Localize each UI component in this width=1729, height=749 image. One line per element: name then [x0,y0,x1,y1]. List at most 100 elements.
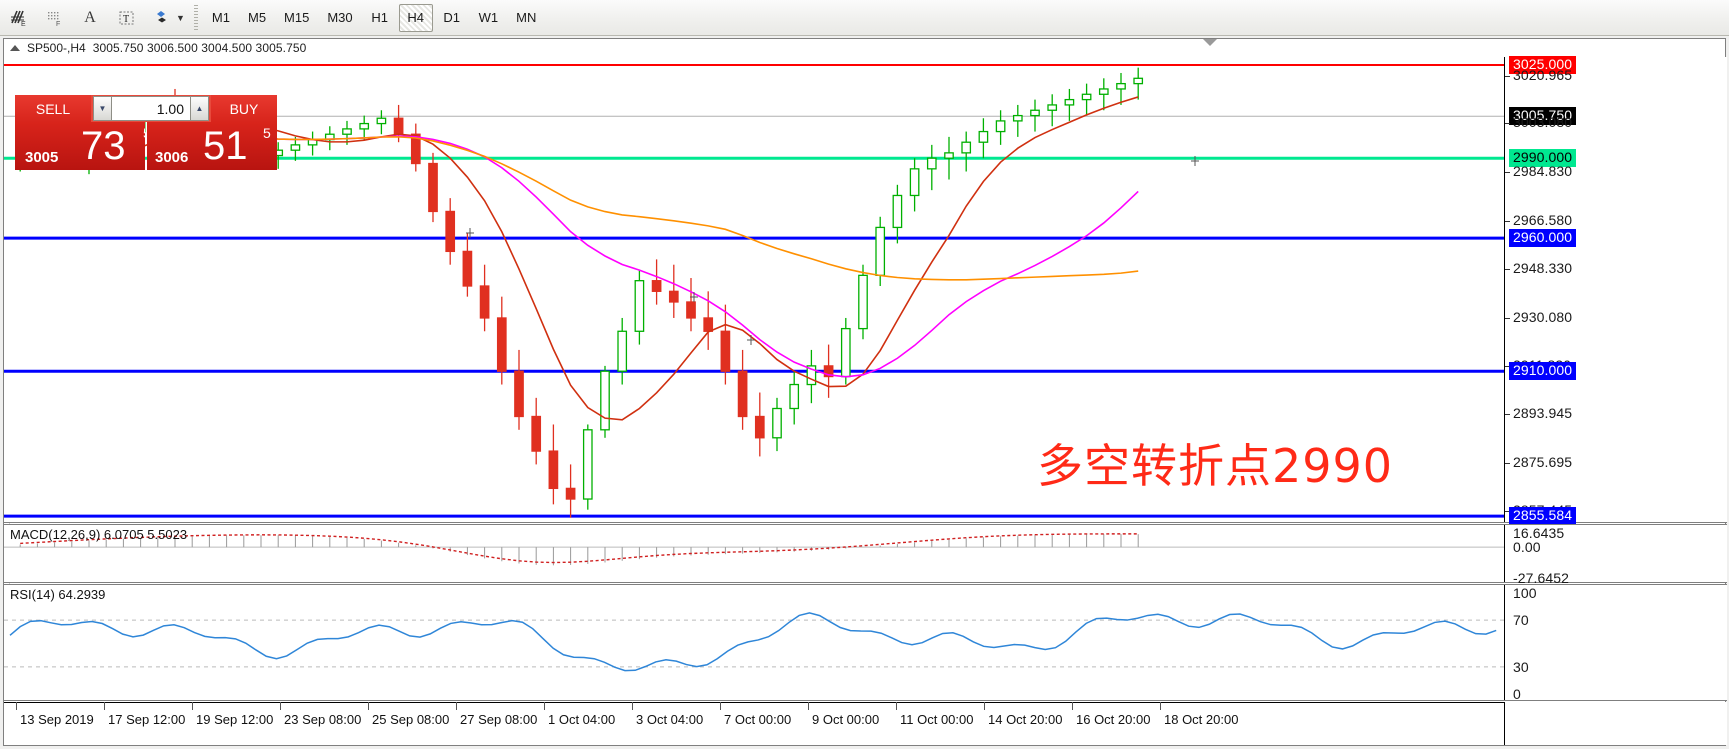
price-axis-tick [1505,75,1510,77]
time-axis-divider [4,702,1504,703]
timeframe-d1[interactable]: D1 [443,10,460,25]
buy-price-main: 51 [203,124,248,168]
time-axis-tick [280,702,281,710]
text-label-icon[interactable]: T [109,2,143,34]
time-axis-tick [896,702,897,710]
price-axis-label: 2960.000 [1509,229,1577,248]
price-axis[interactable]: 3025.000 3020.965 3005.750 3003.080 2990.000… [1504,56,1727,526]
time-axis-tick [368,702,369,710]
price-axis-label: 2875.695 [1513,453,1573,470]
time-axis-tick [104,702,105,710]
time-axis-tick [1160,702,1161,710]
time-axis-label: 1 Oct 04:00 [548,712,616,727]
time-axis-label: 16 Oct 20:00 [1076,712,1151,727]
price-axis-label: 3003.080 [1513,114,1573,131]
chart-symbol-label: SP500-,H4 [27,41,86,55]
trade-panel-top-row: SELL ▼ 1.00 ▲ BUY [15,95,277,122]
svg-text:F: F [56,21,60,27]
price-axis-tick [1505,366,1510,368]
main-toolbar: E F A T [0,0,1729,36]
price-axis-tick [1505,171,1510,173]
price-axis-label: 2855.584 [1509,507,1577,526]
volume-decrease-button[interactable]: ▼ [93,96,112,121]
objects-icon[interactable] [145,2,179,34]
timeframe-m15[interactable]: M15 [284,10,310,25]
macd-axis-label: 16.6435 [1513,525,1565,541]
time-axis-label: 19 Sep 12:00 [196,712,274,727]
volume-input[interactable]: 1.00 [112,96,190,121]
chart-annotation-text: 多空转折点2990 [1037,439,1394,493]
timeframe-m5[interactable]: M5 [247,10,267,25]
time-axis-tick [544,702,545,710]
time-axis-tick [808,702,809,710]
buy-price-fraction: 5 [263,125,271,141]
price-axis-tick [1505,269,1510,271]
rsi-axis-label: 70 [1513,612,1529,629]
text-tool-icon[interactable]: A [84,8,96,26]
time-axis-tick [632,702,633,710]
macd-axis: 16.6435 0.00 -27.6452 [1504,525,1727,586]
timeframe-w1[interactable]: W1 [478,10,499,25]
price-axis-tick [1505,123,1510,125]
macd-panel[interactable]: MACD(12,26,9) 6.0705 5.5023 16.6435 0.00 -… [4,524,1727,586]
sell-price-main: 73 [81,124,126,168]
chevron-down-icon[interactable]: ▼ [176,12,185,23]
price-panel[interactable]: 多空转折点2990 3025.000 3020.965 3005.750 3003.0… [4,56,1727,526]
price-axis-tick [1505,413,1510,415]
macd-axis-label: 0.00 [1513,539,1541,556]
collapse-handle-icon[interactable] [1203,39,1217,46]
buy-price-integer: 3006 [155,149,189,166]
rsi-plot-area[interactable] [4,585,1504,700]
timeframe-mn[interactable]: MN [516,10,537,25]
time-axis-tick [984,702,985,710]
trade-panel-price-row: 3005 73 5 3006 51 5 [15,122,277,170]
volume-stepper: ▼ 1.00 ▲ [91,95,211,122]
time-axis-tick [720,702,721,710]
macd-plot-area[interactable] [4,525,1504,582]
macd-chart [4,533,1504,566]
price-axis-label: 2990.000 [1509,149,1577,168]
grid-icon[interactable]: F [37,2,71,34]
toolbar-separator [193,4,198,31]
sell-price-button[interactable]: 3005 73 5 [15,122,145,170]
macd-axis-label: -27.6452 [1513,570,1570,586]
timeframe-m1[interactable]: M1 [211,10,230,25]
svg-text:T: T [123,14,129,25]
time-axis-label: 13 Sep 2019 [20,712,94,727]
rsi-axis: 100 70 30 0 [1504,585,1727,702]
price-axis-tick [1505,317,1510,319]
timeframe-h4[interactable]: H4 [398,3,433,32]
rsi-axis-label: 0 [1513,686,1521,702]
buy-label-button[interactable]: BUY [211,95,277,122]
price-axis-label: 3005.750 [1509,107,1577,126]
price-axis-label: 2910.000 [1509,362,1577,381]
price-axis-label: 2893.945 [1513,404,1573,421]
buy-price-button[interactable]: 3006 51 5 [147,122,277,170]
rsi-axis-label: 30 [1513,658,1529,675]
price-axis-label: 3020.965 [1513,66,1573,83]
time-axis-label: 17 Sep 12:00 [108,712,186,727]
price-axis-label: 2984.830 [1513,162,1573,179]
sell-label-button[interactable]: SELL [15,95,91,122]
time-axis[interactable]: 13 Sep 2019 17 Sep 12:00 19 Sep 12:00 23 Se… [4,702,1727,745]
time-axis-label: 27 Sep 08:00 [460,712,538,727]
sell-price-fraction: 5 [143,125,145,141]
expand-triangle-icon[interactable] [10,45,20,51]
chart-window: SP500-,H4 3005.750 3006.500 3004.500 300… [3,38,1727,746]
timeframe-m30[interactable]: M30 [327,10,353,25]
time-axis-label: 11 Oct 00:00 [900,712,974,727]
indicators-icon[interactable]: E [1,2,35,34]
timeframe-h1[interactable]: H1 [371,10,388,25]
chart-ohlc-values: 3005.750 3006.500 3004.500 3005.750 [92,41,307,55]
svg-text:E: E [21,21,26,27]
time-axis-tick [456,702,457,710]
chart-header: SP500-,H4 3005.750 3006.500 3004.500 300… [4,39,1725,57]
price-axis-label: 2966.580 [1513,211,1573,228]
rsi-panel[interactable]: RSI(14) 64.2939 100 70 30 0 [4,584,1727,702]
time-axis-label: 7 Oct 00:00 [724,712,792,727]
time-axis-tick [16,702,17,710]
time-axis-label: 3 Oct 04:00 [636,712,704,727]
one-click-trading-panel: SELL ▼ 1.00 ▲ BUY 3005 73 5 3006 51 5 [15,95,277,170]
volume-increase-button[interactable]: ▲ [190,96,209,121]
